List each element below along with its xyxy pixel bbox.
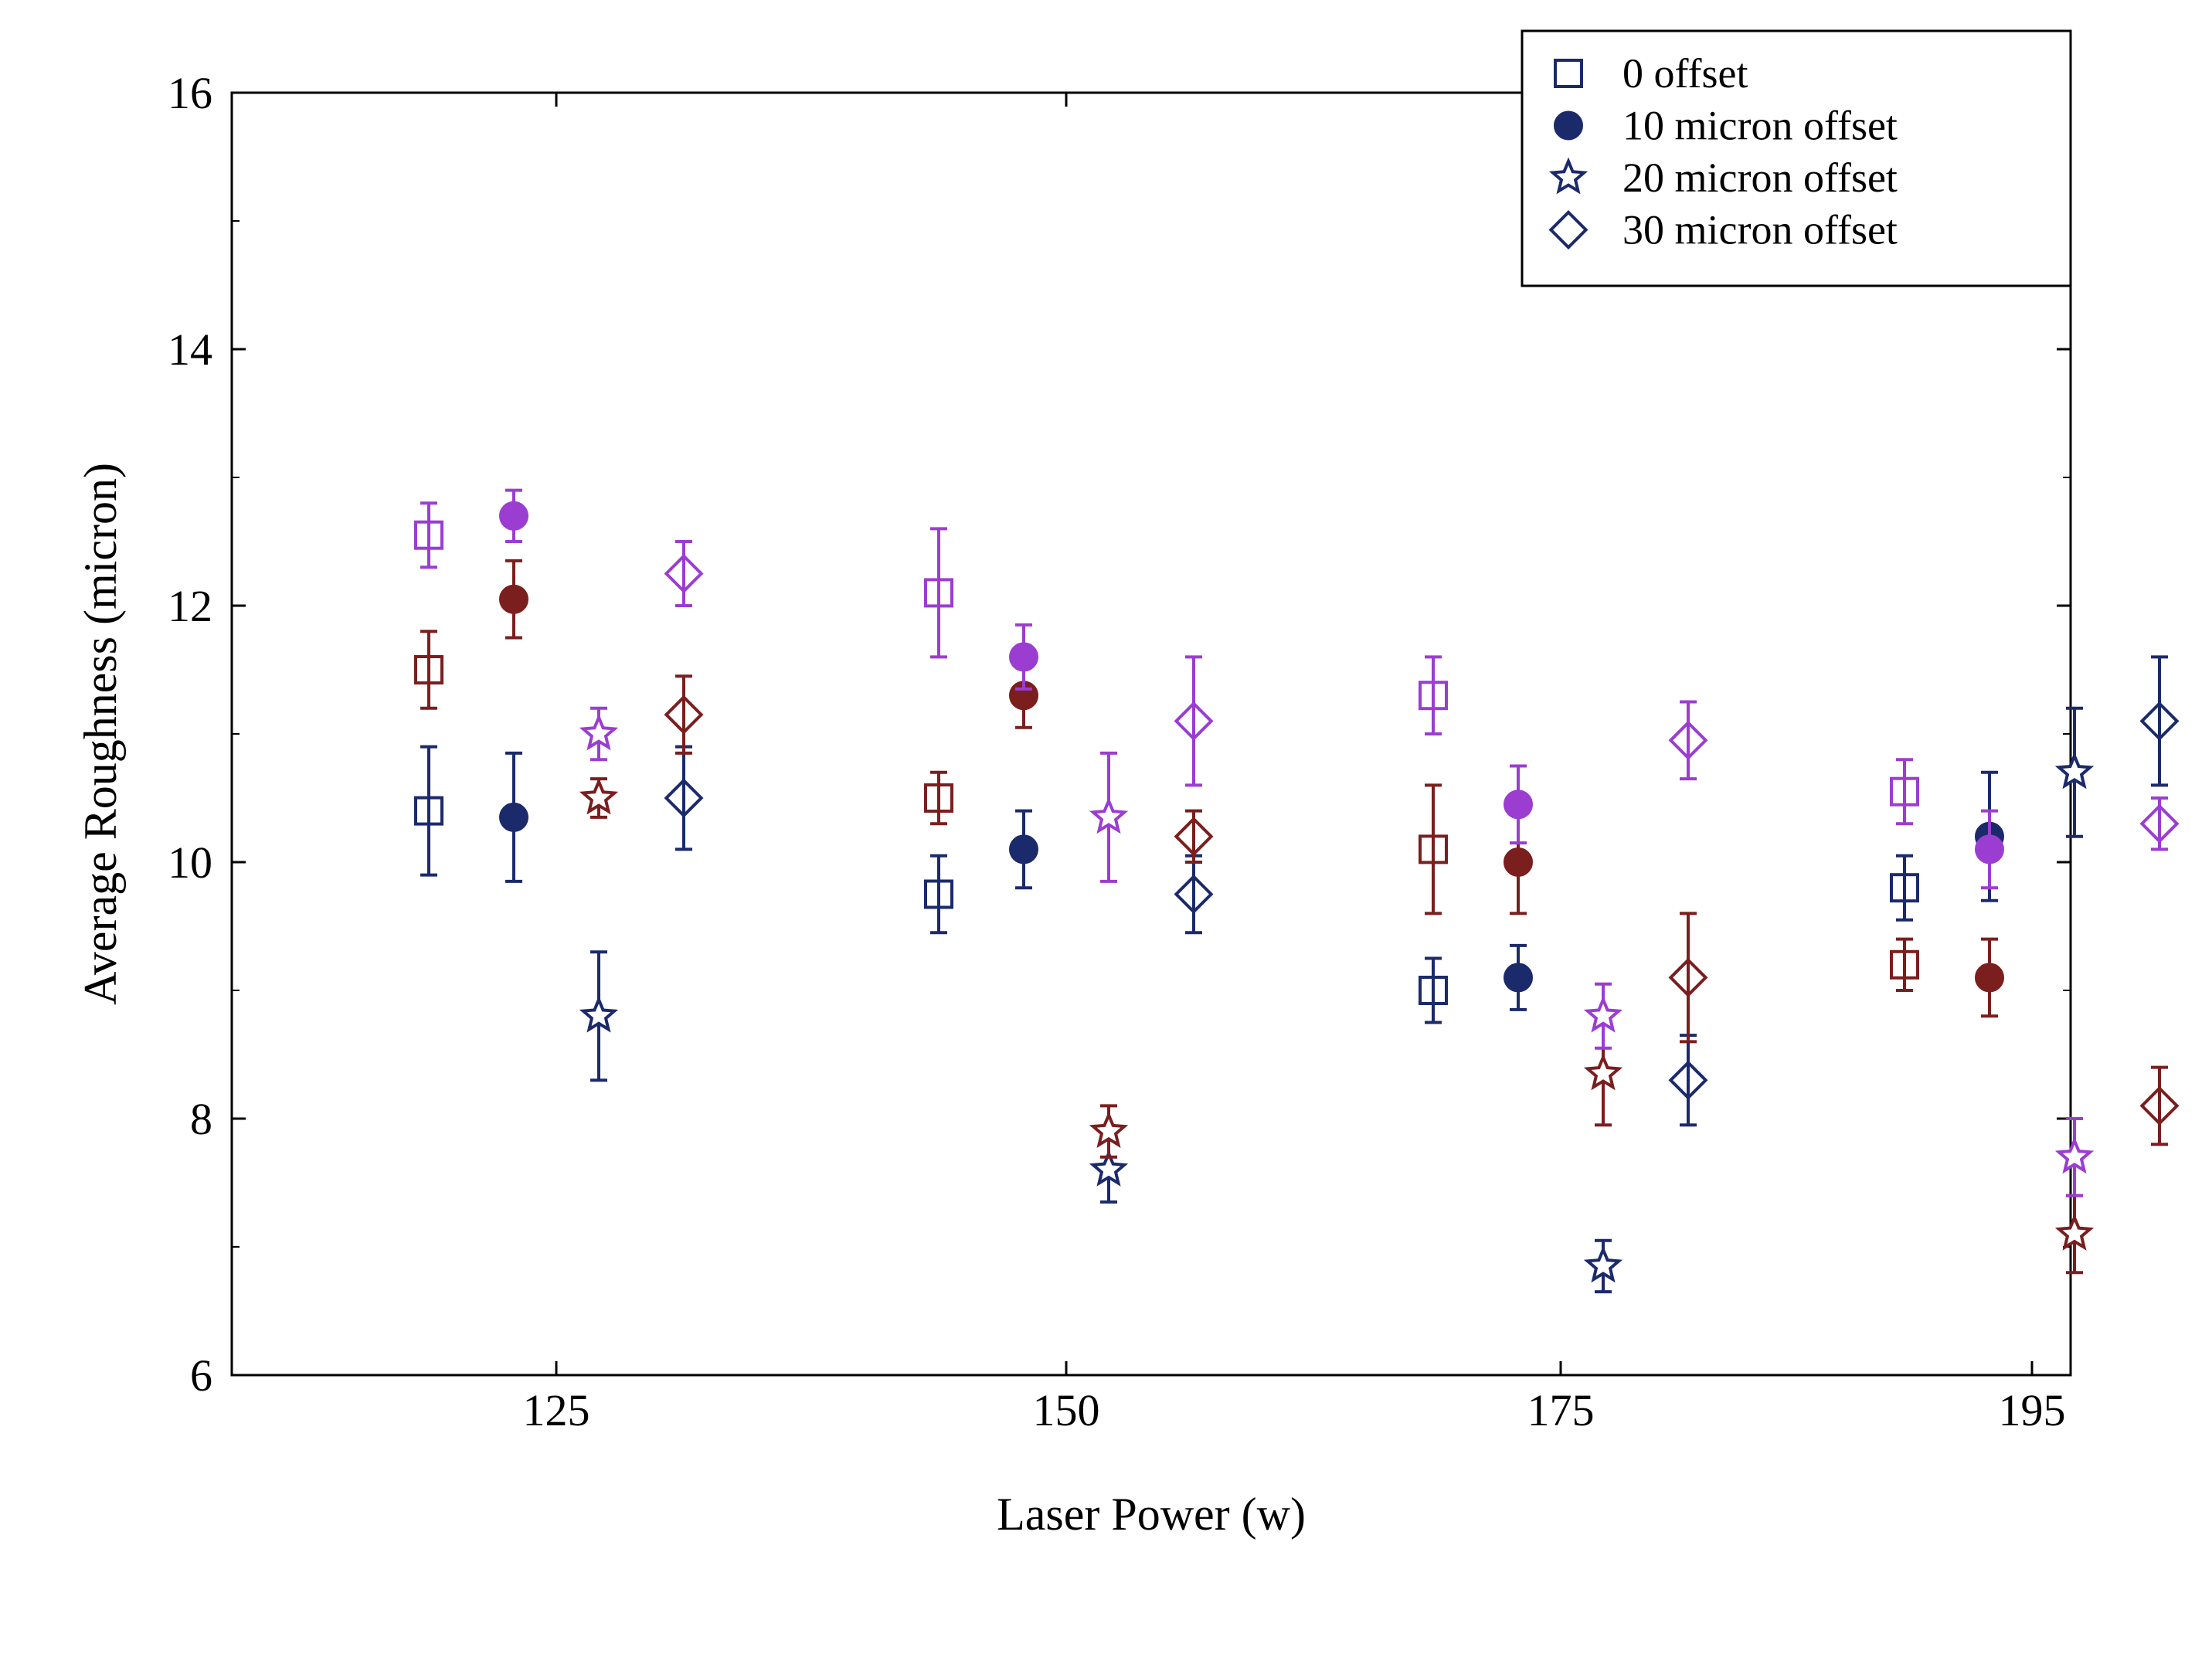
- marker-star: [2059, 1141, 2090, 1170]
- data-layer: [416, 491, 2177, 1292]
- marker-circle: [1505, 964, 1531, 990]
- marker-circle: [1976, 836, 2003, 862]
- x-axis-label: Laser Power (w): [997, 1489, 1306, 1540]
- marker-star: [1093, 1115, 1124, 1144]
- marker-circle: [501, 503, 527, 529]
- y-tick-label: 10: [168, 837, 212, 888]
- x-tick-label: 175: [1527, 1385, 1595, 1435]
- marker-star: [1588, 1058, 1619, 1087]
- y-tick-label: 14: [168, 324, 212, 375]
- marker-circle: [501, 586, 527, 613]
- marker-circle: [1505, 791, 1531, 817]
- marker-star: [1588, 1250, 1619, 1279]
- y-tick-label: 12: [168, 581, 212, 631]
- marker-circle: [1505, 849, 1531, 875]
- y-axis-label: Average Roughness (micron): [75, 463, 126, 1005]
- marker-circle: [1555, 113, 1582, 139]
- scatter-chart: 6 8 10 12 14 16 125 150 175 195 Average Roughness …: [0, 0, 2212, 1654]
- legend-item-label: 30 micron offset: [1622, 207, 1898, 253]
- marker-star: [583, 1000, 614, 1029]
- x-tick-label: 150: [1033, 1385, 1100, 1435]
- marker-star: [1588, 1000, 1619, 1029]
- y-tick-label: 16: [168, 68, 212, 118]
- legend-item-label: 20 micron offset: [1622, 155, 1898, 201]
- marker-circle: [1976, 964, 2003, 990]
- marker-star: [2059, 1218, 2090, 1247]
- marker-star: [2059, 756, 2090, 786]
- marker-circle: [1011, 644, 1037, 670]
- legend: 0 offset 10 micron offset 20 micron offset…: [1522, 31, 2071, 286]
- y-tick-label: 6: [190, 1350, 212, 1401]
- marker-star: [1093, 801, 1124, 830]
- marker-star: [583, 718, 614, 747]
- marker-circle: [501, 804, 527, 830]
- x-tick-label: 125: [523, 1385, 590, 1435]
- marker-circle: [1011, 836, 1037, 862]
- legend-item-label: 0 offset: [1622, 50, 1748, 97]
- chart-svg: 6 8 10 12 14 16 125 150 175 195 Average Roughness …: [0, 0, 2212, 1654]
- legend-item-label: 10 micron offset: [1622, 103, 1898, 149]
- x-tick-label: 195: [1999, 1385, 2066, 1435]
- y-tick-label: 8: [190, 1094, 212, 1144]
- marker-star: [583, 782, 614, 811]
